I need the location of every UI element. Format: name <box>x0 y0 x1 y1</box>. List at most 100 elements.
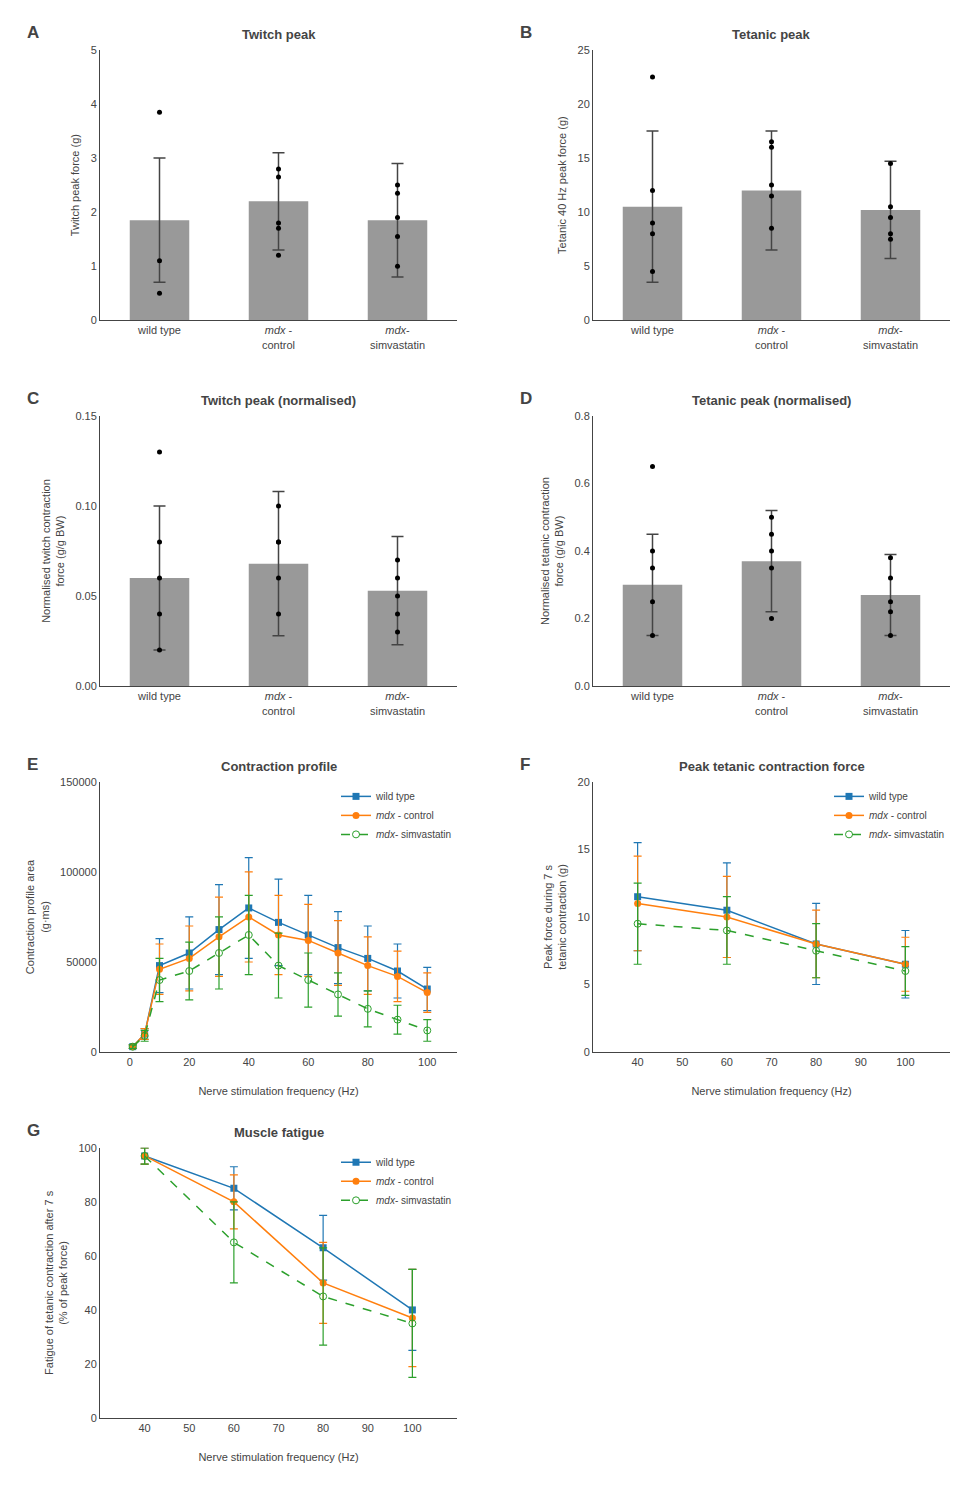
svg-text:Fatigue of tetanic contraction: Fatigue of tetanic contraction after 7 s… <box>43 1190 69 1375</box>
svg-text:0.6: 0.6 <box>575 477 590 489</box>
svg-text:5: 5 <box>584 978 590 990</box>
svg-text:wild type: wild type <box>137 690 181 702</box>
svg-text:10: 10 <box>578 206 590 218</box>
svg-text:0: 0 <box>584 1046 590 1058</box>
svg-text:Nerve stimulation frequency (H: Nerve stimulation frequency (Hz) <box>198 1451 358 1463</box>
svg-text:0: 0 <box>127 1056 133 1068</box>
svg-text:B: B <box>520 23 532 42</box>
svg-text:G: G <box>27 1121 40 1140</box>
svg-text:mdx- simvastatin: mdx- simvastatin <box>376 1195 451 1206</box>
svg-text:40: 40 <box>243 1056 255 1068</box>
svg-text:wild type: wild type <box>375 1157 415 1168</box>
svg-text:80: 80 <box>362 1056 374 1068</box>
svg-text:Normalised twitch contractionf: Normalised twitch contractionforce (g/g … <box>40 479 66 623</box>
svg-text:0.8: 0.8 <box>575 410 590 422</box>
svg-text:15: 15 <box>578 152 590 164</box>
svg-text:20: 20 <box>183 1056 195 1068</box>
svg-text:50: 50 <box>676 1056 688 1068</box>
svg-text:mdx-simvastatin: mdx-simvastatin <box>863 690 918 716</box>
svg-text:E: E <box>27 755 38 774</box>
svg-text:0.10: 0.10 <box>75 500 96 512</box>
svg-text:mdx -control: mdx -control <box>755 324 788 350</box>
svg-text:25: 25 <box>578 44 590 56</box>
svg-text:3: 3 <box>91 152 97 164</box>
svg-text:Contraction profile area(g·ms): Contraction profile area(g·ms) <box>24 859 50 974</box>
svg-text:wild type: wild type <box>630 690 674 702</box>
svg-text:Peak tetanic contraction force: Peak tetanic contraction force <box>679 759 865 774</box>
svg-text:mdx -control: mdx -control <box>262 324 295 350</box>
svg-text:4: 4 <box>91 98 97 110</box>
svg-text:70: 70 <box>272 1422 284 1434</box>
svg-text:90: 90 <box>362 1422 374 1434</box>
svg-text:0.2: 0.2 <box>575 612 590 624</box>
svg-text:20: 20 <box>85 1358 97 1370</box>
svg-text:mdx -control: mdx -control <box>755 690 788 716</box>
svg-text:100: 100 <box>896 1056 914 1068</box>
svg-text:wild type: wild type <box>630 324 674 336</box>
svg-text:D: D <box>520 389 532 408</box>
svg-text:40: 40 <box>139 1422 151 1434</box>
svg-text:20: 20 <box>578 776 590 788</box>
svg-text:0.4: 0.4 <box>575 545 590 557</box>
svg-text:Twitch peak force (g): Twitch peak force (g) <box>69 134 81 236</box>
svg-text:0: 0 <box>584 314 590 326</box>
svg-text:0.05: 0.05 <box>75 590 96 602</box>
svg-text:2: 2 <box>91 206 97 218</box>
svg-text:5: 5 <box>91 44 97 56</box>
svg-text:Tetanic 40 Hz peak force (g): Tetanic 40 Hz peak force (g) <box>556 116 568 254</box>
svg-text:wild type: wild type <box>375 791 415 802</box>
svg-text:150000: 150000 <box>60 776 97 788</box>
svg-text:mdx - control: mdx - control <box>376 810 434 821</box>
svg-text:40: 40 <box>85 1304 97 1316</box>
svg-text:Twitch peak: Twitch peak <box>242 27 316 42</box>
svg-text:40: 40 <box>632 1056 644 1068</box>
svg-text:C: C <box>27 389 39 408</box>
svg-text:mdx-simvastatin: mdx-simvastatin <box>370 324 425 350</box>
svg-text:0: 0 <box>91 314 97 326</box>
svg-text:100000: 100000 <box>60 866 97 878</box>
svg-text:80: 80 <box>810 1056 822 1068</box>
svg-text:60: 60 <box>85 1250 97 1262</box>
svg-text:wild type: wild type <box>868 791 908 802</box>
svg-text:0: 0 <box>91 1046 97 1058</box>
svg-text:50000: 50000 <box>66 956 97 968</box>
svg-text:Contraction profile: Contraction profile <box>221 759 337 774</box>
svg-text:60: 60 <box>721 1056 733 1068</box>
svg-text:70: 70 <box>765 1056 777 1068</box>
svg-text:Tetanic peak: Tetanic peak <box>732 27 811 42</box>
svg-text:mdx- simvastatin: mdx- simvastatin <box>376 829 451 840</box>
svg-text:Muscle fatigue: Muscle fatigue <box>234 1125 324 1140</box>
svg-text:Tetanic peak (normalised): Tetanic peak (normalised) <box>692 393 851 408</box>
svg-text:10: 10 <box>578 911 590 923</box>
svg-text:15: 15 <box>578 843 590 855</box>
svg-text:100: 100 <box>78 1142 96 1154</box>
svg-text:Peak force during 7 stetanic c: Peak force during 7 stetanic contraction… <box>542 864 568 970</box>
svg-text:1: 1 <box>91 260 97 272</box>
svg-text:Nerve stimulation frequency (H: Nerve stimulation frequency (Hz) <box>198 1085 358 1097</box>
svg-text:60: 60 <box>228 1422 240 1434</box>
svg-text:F: F <box>520 755 530 774</box>
svg-text:0: 0 <box>91 1412 97 1424</box>
svg-text:80: 80 <box>85 1196 97 1208</box>
svg-text:mdx-simvastatin: mdx-simvastatin <box>863 324 918 350</box>
svg-text:90: 90 <box>855 1056 867 1068</box>
svg-text:mdx - control: mdx - control <box>376 1176 434 1187</box>
svg-text:mdx- simvastatin: mdx- simvastatin <box>869 829 944 840</box>
svg-text:0.15: 0.15 <box>75 410 96 422</box>
svg-text:Twitch peak (normalised): Twitch peak (normalised) <box>201 393 356 408</box>
svg-text:wild type: wild type <box>137 324 181 336</box>
svg-text:80: 80 <box>317 1422 329 1434</box>
svg-text:A: A <box>27 23 39 42</box>
svg-text:5: 5 <box>584 260 590 272</box>
svg-text:Nerve stimulation frequency (H: Nerve stimulation frequency (Hz) <box>691 1085 851 1097</box>
svg-text:100: 100 <box>403 1422 421 1434</box>
svg-text:20: 20 <box>578 98 590 110</box>
svg-text:0.0: 0.0 <box>575 680 590 692</box>
svg-text:50: 50 <box>183 1422 195 1434</box>
svg-text:0.00: 0.00 <box>75 680 96 692</box>
svg-text:mdx -control: mdx -control <box>262 690 295 716</box>
svg-text:mdx - control: mdx - control <box>869 810 927 821</box>
svg-text:Normalised tetanic contraction: Normalised tetanic contractionforce (g/g… <box>539 477 565 625</box>
svg-text:100: 100 <box>418 1056 436 1068</box>
svg-text:60: 60 <box>302 1056 314 1068</box>
